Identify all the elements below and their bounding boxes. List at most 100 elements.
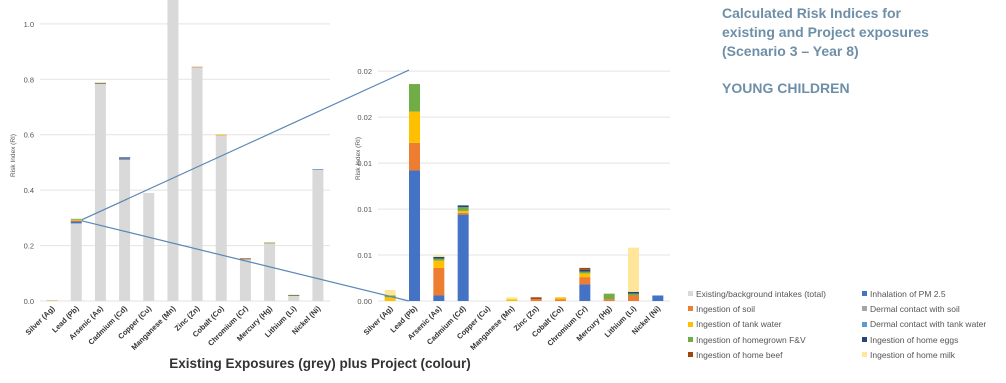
bar-segment [530,297,542,300]
legend-swatch [862,291,867,297]
y-tick-label: 0.4 [24,186,34,195]
legend-item: Ingestion of tank water [688,319,862,329]
bar-segment [579,267,591,270]
legend-item: Ingestion of home beef [688,350,862,360]
bar-segment [264,242,276,244]
bar-segment [94,82,106,83]
bar-segment [119,157,131,160]
bar-segment [457,214,469,301]
legend-label: Ingestion of homegrown F&V [696,334,806,345]
bar-segment [167,0,179,302]
y-tick-label: 0.01 [357,251,372,260]
zoom-connectors [81,69,410,302]
bar-segment [70,220,82,222]
bar-segment [457,207,469,211]
bar-segment [288,295,300,296]
bar-segment [46,300,58,301]
legend-row: Existing/background intakes (total) Inha… [688,286,1004,301]
bar-segment [530,299,542,301]
bar-segment [409,170,420,301]
chart-subtitle: YOUNG CHILDREN [722,80,850,96]
legend-swatch [688,306,693,312]
legend-label: Dermal contact with soil [870,303,960,314]
y-tick-label: 0.0 [24,297,34,306]
bar-segment [312,169,324,301]
bar-segment [628,291,639,294]
bar-segment [579,277,591,285]
legend-item: Ingestion of home milk [862,350,955,360]
bar-segment [628,293,639,296]
bar-segment [433,255,445,257]
bar-segment [603,293,615,300]
x-tick-label: Manganese (Mn) [129,304,177,352]
y-axis-label: Risk Index (RI) [355,137,362,180]
legend-label: Ingestion of soil [696,303,756,314]
bar-segment [579,284,591,301]
bar-segment [70,223,82,301]
bar-segment [215,134,227,301]
legend-item: Dermal contact with tank water [862,319,986,329]
title-line-3: (Scenario 3 – Year 8) [722,43,859,59]
bar-segment [628,295,639,301]
y-tick-label: 0.8 [24,75,34,84]
legend-item: Dermal contact with soil [862,304,960,314]
legend-swatch [688,321,693,327]
bar-segment [652,295,664,301]
legend-label: Existing/background intakes (total) [696,288,826,299]
bar-segment [603,299,615,301]
bar-segment [433,295,445,301]
legend-label: Ingestion of tank water [696,319,782,330]
bar-segment [457,212,469,215]
y-tick-label: 1.0 [24,20,34,29]
bar-segment [288,294,300,296]
bar-segment [239,258,251,260]
bar-segment [288,295,300,301]
legend-row: Ingestion of soil Dermal contact with so… [688,301,1004,316]
legend-label: Ingestion of home eggs [870,334,959,345]
bar-segment [119,159,131,301]
y-tick-label: 0.01 [357,159,372,168]
bar-segment [628,247,639,292]
x-tick-label: Silver (Ag) [24,304,57,337]
bar-segment [506,299,518,301]
y-tick-label: 0.01 [357,205,372,214]
legend-swatch [862,306,867,312]
y-tick-label: 0.02 [357,67,372,76]
bar-segment [70,219,82,221]
legend-label: Inhalation of PM 2.5 [870,288,946,299]
legend-swatch [688,352,693,358]
legend-label: Dermal contact with tank water [870,319,987,330]
bar-segment [506,297,518,300]
legend-item: Ingestion of home eggs [862,335,958,345]
title-line-1: Calculated Risk Indices for [722,5,901,21]
legend-swatch [862,337,867,343]
bar-segment [579,273,591,278]
zoom-connector-line [81,69,410,221]
y-axis-label: Risk Index (RI) [10,134,17,177]
title-line-2: existing and Project exposures [722,24,929,40]
bar-segment [409,111,420,143]
bar-segment [579,271,591,274]
bar-segment [143,192,155,301]
bar-segment [409,84,420,112]
x-tick-label: Silver (Ag) [362,304,395,337]
bottom-chart-title: Existing Exposures (grey) plus Project (… [169,356,471,371]
bar-segment [215,134,227,136]
legend-item: Ingestion of soil [688,304,862,314]
bar-segment [433,258,445,261]
legend-item: Inhalation of PM 2.5 [862,289,946,299]
bar-segment [70,218,82,220]
bar-segment [384,289,396,296]
legend-swatch [688,337,693,343]
legend-row: Ingestion of tank water Dermal contact w… [688,317,1004,332]
bar-segment [94,83,106,301]
zoom-connector-line [81,220,410,302]
legend-row: Ingestion of homegrown F&V Ingestion of … [688,332,1004,347]
legend-swatch [862,321,867,327]
bar-segment [70,221,82,224]
legend-row: Ingestion of home beef Ingestion of home… [688,347,1004,362]
bar-segment [433,256,445,259]
bar-segment [191,66,203,301]
y-tick-label: 0.02 [357,113,372,122]
